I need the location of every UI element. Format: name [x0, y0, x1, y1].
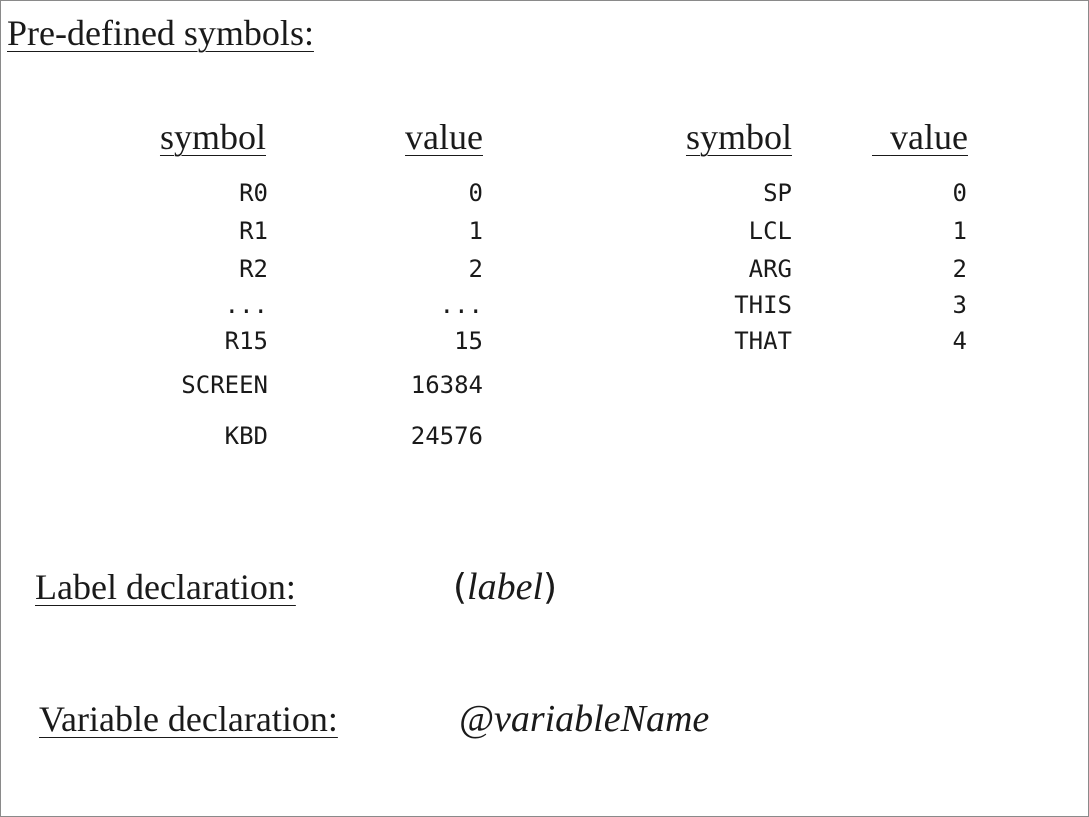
table-row-symbol: LCL: [748, 217, 792, 245]
table-row-value: 0: [468, 179, 483, 207]
left-value-header: value: [405, 117, 483, 157]
variable-declaration-heading: Variable declaration:: [39, 699, 338, 739]
label-declaration-heading: Label declaration:: [35, 567, 296, 607]
table-row-value: 16384: [410, 371, 483, 399]
page-title: Pre-defined symbols:: [7, 13, 314, 53]
left-symbol-header: symbol: [159, 117, 266, 157]
table-row-symbol: THAT: [734, 327, 792, 355]
table-row-value: 4: [952, 327, 967, 355]
table-row-value: ...: [439, 291, 483, 319]
right-symbol-header: symbol: [685, 117, 792, 157]
table-row-value: 15: [454, 327, 483, 355]
table-row-value: 0: [952, 179, 967, 207]
table-row-symbol: R15: [224, 327, 268, 355]
label-example-text: label: [467, 566, 544, 608]
right-value-header: value: [836, 117, 968, 157]
table-row-symbol: ARG: [748, 255, 792, 283]
table-row-symbol: R2: [239, 255, 268, 283]
label-declaration-example: (label): [453, 565, 557, 610]
table-row-value: 1: [468, 217, 483, 245]
table-row-symbol: SCREEN: [181, 371, 268, 399]
table-row-symbol: THIS: [734, 291, 792, 319]
close-paren: ): [543, 567, 558, 608]
table-row-value: 2: [952, 255, 967, 283]
open-paren: (: [453, 567, 468, 608]
table-row-symbol: R1: [239, 217, 268, 245]
table-row-value: 2: [468, 255, 483, 283]
table-row-value: 1: [952, 217, 967, 245]
table-row-symbol: R0: [239, 179, 268, 207]
variable-declaration-example: @variableName: [459, 698, 710, 740]
right-value-header-text: value: [890, 117, 968, 157]
table-row-symbol: KBD: [224, 422, 268, 450]
table-row-value: 24576: [410, 422, 483, 450]
table-row-value: 3: [952, 291, 967, 319]
table-row-symbol: ...: [224, 291, 268, 319]
table-row-symbol: SP: [763, 179, 792, 207]
